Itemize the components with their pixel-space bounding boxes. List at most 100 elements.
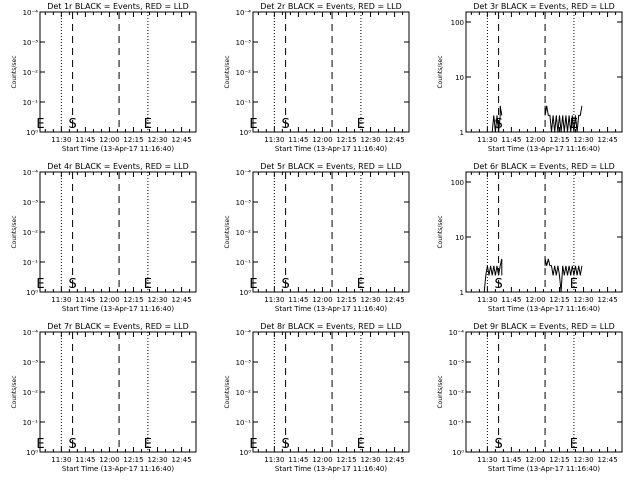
y-tick-label: 10⁻²: [236, 389, 252, 397]
y-tick-label: 10⁻²: [23, 69, 39, 77]
marker-label: E: [144, 117, 152, 132]
x-tick-label: 11:45: [288, 136, 308, 144]
x-tick-label: 11:30: [477, 296, 497, 304]
y-axis-label: Counts/sec: [224, 375, 231, 408]
x-tick-label: 12:30: [360, 136, 380, 144]
x-tick-label: 12:30: [147, 456, 167, 464]
marker-label: E: [249, 117, 257, 132]
y-tick-label: 10⁻³: [23, 39, 39, 47]
x-tick-label: 12:15: [336, 136, 356, 144]
y-tick-label: 10⁻²: [23, 389, 39, 397]
x-axis-label: Start Time (13-Apr-17 11:16:40): [488, 465, 600, 473]
y-tick-label: 1: [460, 129, 464, 137]
y-tick-label: 10⁻²: [23, 229, 39, 237]
chart-title: Det 9r BLACK = Events, RED = LLD: [473, 322, 615, 331]
y-tick-label: 10⁰: [26, 129, 38, 137]
x-tick-label: 12:15: [336, 456, 356, 464]
y-tick-label: 10⁻⁴: [236, 329, 252, 337]
x-tick-label: 12:45: [597, 456, 617, 464]
x-tick-label: 12:45: [384, 136, 404, 144]
x-tick-label: 12:45: [171, 296, 191, 304]
marker-label: E: [36, 117, 44, 132]
marker-label: S: [68, 117, 76, 132]
y-tick-label: 10⁻³: [236, 359, 252, 367]
plot-frame: [39, 11, 197, 133]
chart-title: Det 3r BLACK = Events, RED = LLD: [473, 2, 615, 11]
x-tick-label: 12:45: [171, 456, 191, 464]
y-axis-label: Counts/sec: [11, 215, 18, 248]
chart-title: Det 6r BLACK = Events, RED = LLD: [473, 162, 615, 171]
y-tick-label: 10⁻²: [236, 69, 252, 77]
y-tick-label: 10⁰: [239, 449, 251, 457]
x-tick-label: 11:30: [51, 456, 71, 464]
y-tick-label: 10⁻¹: [23, 419, 39, 427]
y-tick-label: 10⁻¹: [23, 259, 39, 267]
detector-chart-5: Det 5r BLACK = Events, RED = LLD 10⁰ 10⁻¹ 1…: [224, 162, 410, 313]
marker-label: S: [281, 277, 289, 292]
x-axis-label: Start Time (13-Apr-17 11:16:40): [62, 145, 174, 153]
x-tick-label: 11:30: [477, 136, 497, 144]
plot-frame: [252, 331, 410, 453]
marker-label: S: [494, 437, 502, 452]
plot-frame: [252, 171, 410, 293]
marker-label: E: [357, 117, 365, 132]
marker-label: S: [68, 437, 76, 452]
x-tick-label: 11:45: [75, 136, 95, 144]
y-axis-label: Counts/sec: [11, 375, 18, 408]
x-axis-label: Start Time (13-Apr-17 11:16:40): [62, 465, 174, 473]
x-tick-label: 12:45: [384, 296, 404, 304]
x-tick-label: 11:30: [264, 456, 284, 464]
marker-label: S: [68, 277, 76, 292]
x-tick-label: 12:45: [597, 296, 617, 304]
x-tick-label: 12:00: [99, 296, 119, 304]
chart-title: Det 8r BLACK = Events, RED = LLD: [260, 322, 402, 331]
y-tick-label: 10⁻⁴: [23, 169, 39, 177]
x-tick-label: 12:30: [147, 296, 167, 304]
y-tick-label: 10⁰: [452, 449, 464, 457]
y-tick-label: 10: [455, 234, 464, 242]
plot-frame: [252, 11, 410, 133]
chart-title: Det 4r BLACK = Events, RED = LLD: [47, 162, 189, 171]
x-tick-label: 12:15: [123, 296, 143, 304]
y-tick-label: 10⁻⁴: [23, 9, 39, 17]
x-tick-label: 12:30: [360, 456, 380, 464]
x-tick-label: 12:45: [171, 136, 191, 144]
y-tick-label: 10⁻⁴: [236, 9, 252, 17]
marker-label: E: [570, 277, 578, 292]
x-tick-label: 12:15: [549, 136, 569, 144]
x-axis-label: Start Time (13-Apr-17 11:16:40): [275, 145, 387, 153]
plot-frame: [465, 11, 623, 133]
x-tick-label: 11:45: [501, 296, 521, 304]
x-tick-label: 12:00: [312, 456, 332, 464]
x-tick-label: 11:30: [264, 296, 284, 304]
x-tick-label: 12:00: [312, 136, 332, 144]
x-tick-label: 11:30: [51, 136, 71, 144]
detector-chart-9: Det 9r BLACK = Events, RED = LLD 10⁰ 10⁻¹ 1…: [437, 322, 623, 473]
x-tick-label: 12:30: [573, 456, 593, 464]
y-tick-label: 10⁻³: [449, 359, 465, 367]
event-rate-line: [544, 105, 583, 133]
detector-chart-8: Det 8r BLACK = Events, RED = LLD 10⁰ 10⁻¹ 1…: [224, 322, 410, 473]
y-tick-label: 10⁻¹: [23, 99, 39, 107]
event-rate-line: [483, 258, 503, 293]
y-tick-label: 10⁻²: [236, 229, 252, 237]
y-tick-label: 10⁰: [26, 289, 38, 297]
y-axis-label: Counts/sec: [437, 55, 444, 88]
x-tick-label: 11:30: [477, 456, 497, 464]
y-tick-label: 10⁻²: [449, 389, 465, 397]
x-tick-label: 12:00: [525, 136, 545, 144]
y-tick-label: 10⁻⁴: [449, 329, 465, 337]
y-tick-label: 10⁻³: [23, 359, 39, 367]
detector-chart-1: Det 1r BLACK = Events, RED = LLD 10⁰ 10⁻¹ 1…: [11, 2, 197, 153]
y-tick-label: 10: [455, 74, 464, 82]
event-rate-line: [491, 105, 503, 133]
x-tick-label: 11:45: [288, 296, 308, 304]
x-tick-label: 11:45: [75, 456, 95, 464]
plot-frame: [465, 331, 623, 453]
marker-label: E: [249, 437, 257, 452]
marker-label: E: [570, 117, 578, 132]
x-tick-label: 12:00: [312, 296, 332, 304]
y-tick-label: 10⁻⁴: [236, 169, 252, 177]
marker-label: E: [357, 437, 365, 452]
